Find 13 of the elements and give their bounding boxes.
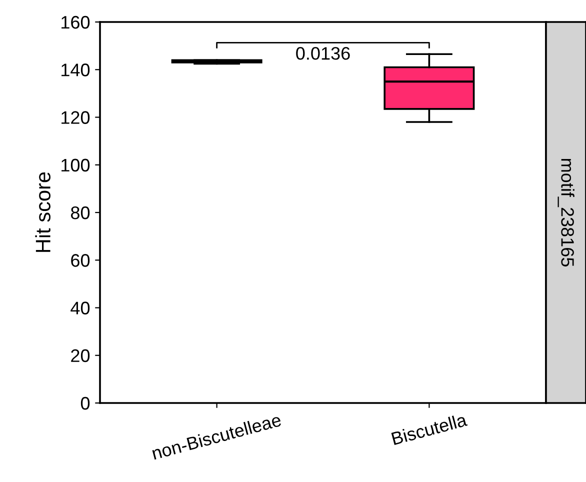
x-tick-label: Biscutella [391, 412, 468, 446]
y-tick-label: 80 [70, 206, 90, 220]
y-tick-label: 140 [62, 64, 90, 76]
y-tick-label: 40 [70, 302, 90, 314]
y-tick-label: 20 [71, 349, 90, 362]
y-tick-label: 60 [71, 254, 90, 267]
y-tick-label: 100 [62, 158, 90, 172]
text: motif_238165 [558, 158, 574, 266]
y-axis-title: Hit score [35, 172, 50, 252]
y-tick-label: 0 [80, 396, 90, 410]
y-tick-label: 160 [62, 16, 90, 29]
y-tick-label: 120 [62, 111, 90, 124]
annotation: 0.0136 [296, 47, 350, 60]
